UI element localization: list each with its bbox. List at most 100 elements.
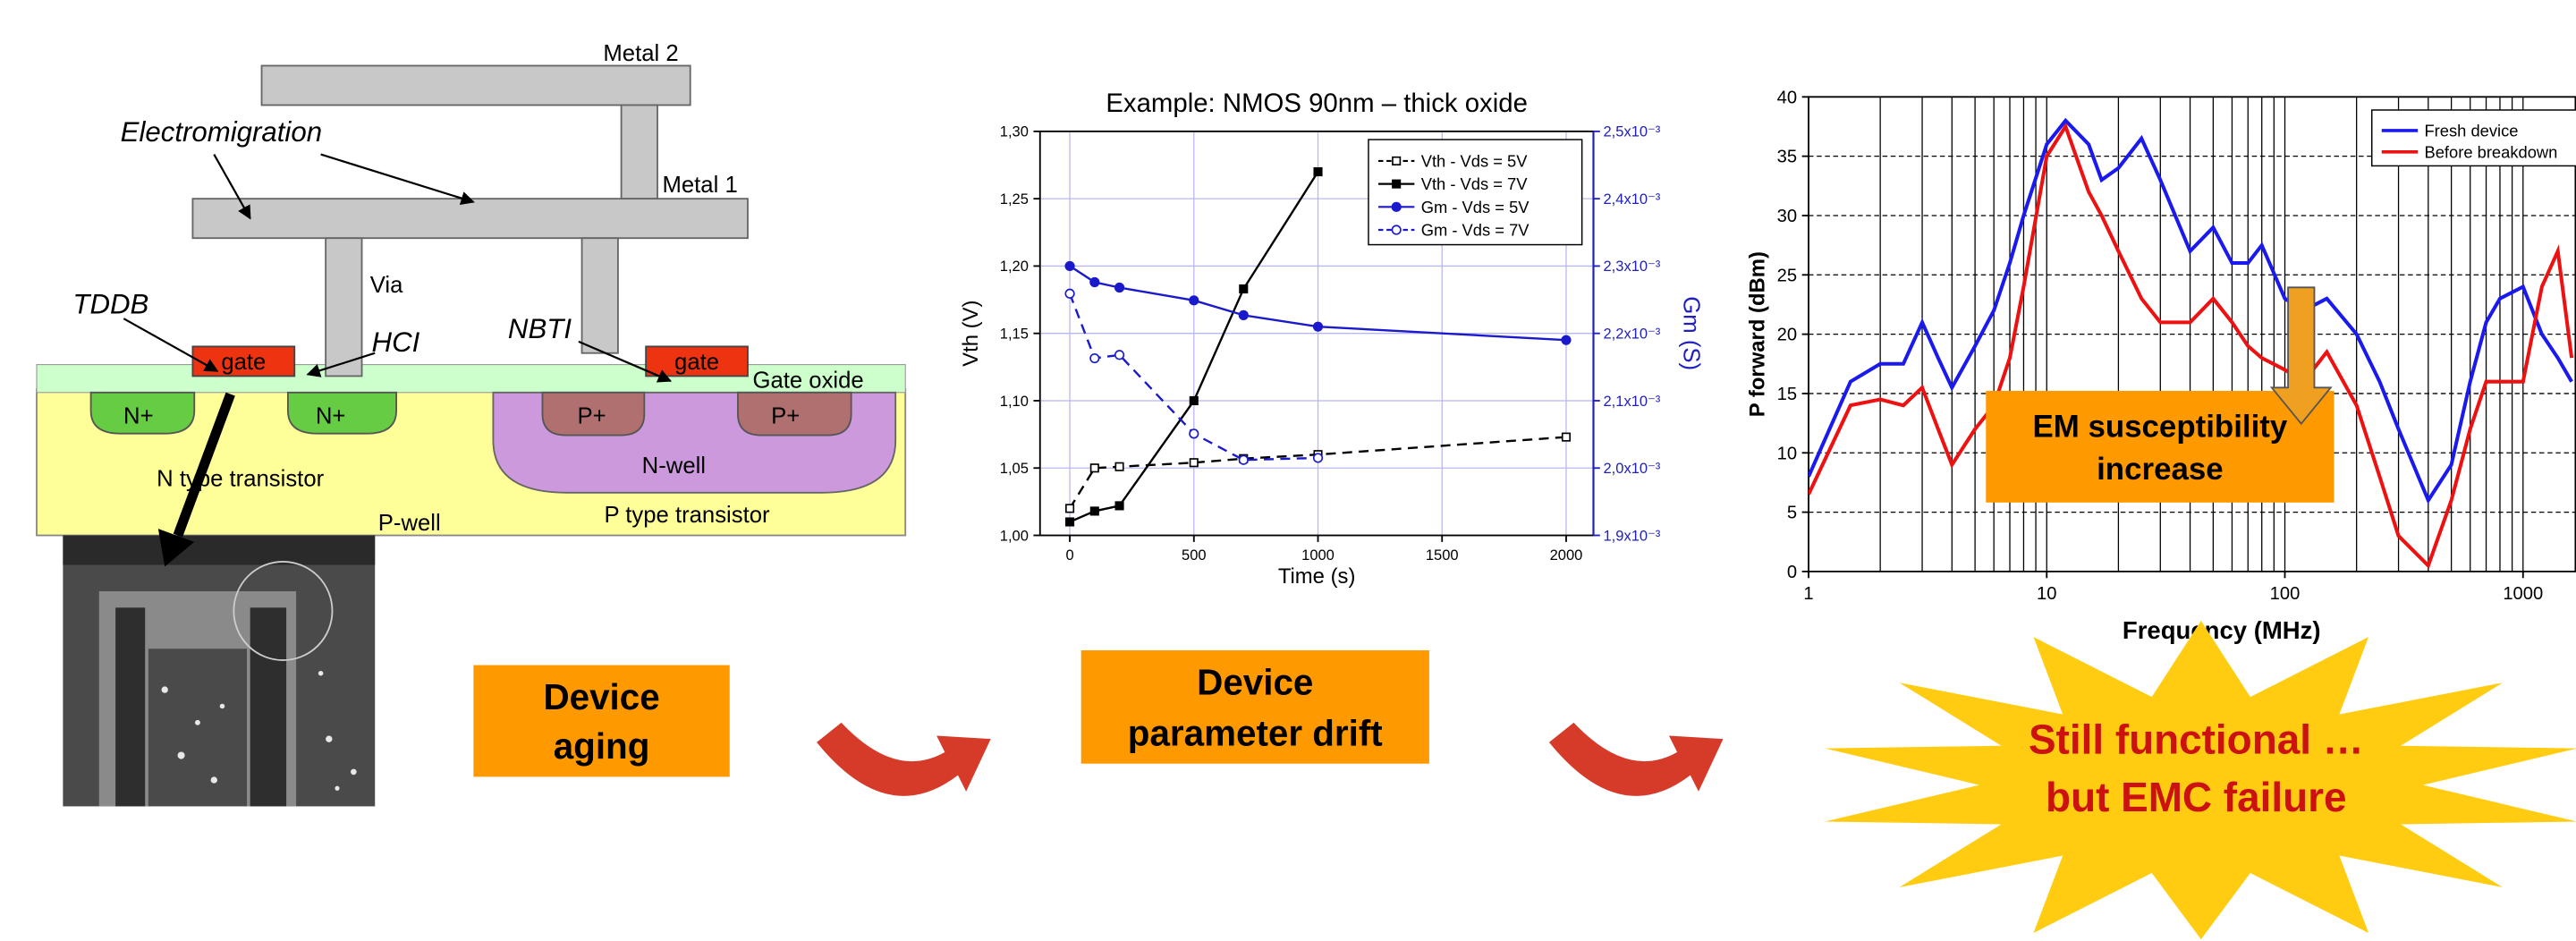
marker: [1114, 350, 1125, 360]
y2-axis-label: Gm (S): [1678, 296, 1703, 370]
marker: [1313, 166, 1323, 177]
legend-label: Gm - Vds = 7V: [1421, 220, 1530, 239]
p-plus-region: [737, 391, 852, 437]
conclusion-burst: Still functional … but EMC failure: [1825, 620, 2576, 940]
chart-title: Example: NMOS 90nm – thick oxide: [1106, 89, 1528, 118]
marker: [1089, 506, 1099, 516]
via-left: [325, 237, 363, 377]
metal1-bar: [191, 198, 749, 240]
chart-emc: 1 10 100 1000 0 5 10 15 20 25 30 35 40 Frequency (MHz…: [1745, 88, 2576, 644]
gate-oxide-layer: [36, 364, 906, 394]
x-tick-label: 500: [1182, 547, 1207, 564]
marker: [1312, 321, 1324, 332]
marker: [1065, 504, 1075, 513]
y2-tick-label: 2,5x10⁻³: [1604, 123, 1661, 140]
y-tick-label: 1,25: [1000, 191, 1029, 208]
callout: EM susceptibility increase: [1986, 286, 2334, 503]
marker: [1189, 458, 1199, 468]
x-tick-label: 1: [1803, 584, 1813, 604]
series-line: [1068, 292, 1318, 462]
y-tick-label: 1,00: [1000, 527, 1029, 544]
marker: [1312, 453, 1324, 463]
y-tick-label: 5: [1787, 504, 1797, 523]
marker: [1114, 462, 1124, 471]
marker: [1189, 295, 1199, 306]
device-cross-section: Metal 2 Metal 1 Via Electromigration TDD…: [36, 41, 907, 807]
image-pointer-head: [157, 529, 195, 567]
label: P-well: [378, 511, 441, 536]
y-tick-label: 1,15: [1000, 325, 1029, 342]
step-text: Device: [1197, 662, 1313, 703]
legend-label: Fresh device: [2424, 121, 2518, 140]
legend-box: [1368, 139, 1583, 246]
series-line: [1808, 117, 2573, 504]
y2-tick-label: 2,0x10⁻³: [1604, 460, 1661, 477]
y2-tick-label: 2,3x10⁻³: [1604, 258, 1661, 275]
y-tick-label: 30: [1777, 207, 1797, 226]
marker: [1238, 309, 1249, 320]
marker: [1089, 463, 1099, 473]
sem-image: [63, 535, 376, 807]
y-tick-label: 35: [1777, 148, 1797, 167]
y-tick-label: 20: [1777, 326, 1797, 345]
marker: [1189, 395, 1199, 406]
y-tick-label: 1,10: [1000, 393, 1029, 410]
label: TDDB: [72, 289, 148, 320]
step-box: Device parameter drift: [1080, 650, 1429, 764]
chart-vth-gm: 0 500 1000 1500 2000 1,00 1,05 1,10 1,15 1,20 1,25…: [959, 89, 1703, 589]
label: Metal 2: [603, 41, 678, 66]
x-axis-label: Time (s): [1278, 564, 1356, 589]
y-tick-label: 15: [1777, 385, 1797, 404]
x-tick-label: 2000: [1550, 547, 1583, 564]
marker: [1391, 225, 1402, 235]
y-tick-label: 25: [1777, 266, 1797, 285]
label: Gate oxide: [752, 368, 863, 393]
marker: [1561, 432, 1572, 442]
label: N+: [123, 404, 154, 429]
down-arrow: [2269, 286, 2333, 426]
callout-text: EM susceptibility: [2032, 409, 2287, 444]
via-upper: [620, 104, 658, 200]
label: gate: [221, 350, 266, 375]
label: N+: [316, 404, 346, 429]
marker: [1065, 517, 1075, 527]
marker: [1114, 282, 1125, 293]
marker: [1189, 428, 1199, 439]
step-text: parameter drift: [1128, 713, 1383, 754]
legend-label: Vth - Vds = 5V: [1421, 151, 1529, 170]
marker: [1392, 156, 1402, 165]
conclusion-text: Still functional …: [2029, 716, 2364, 763]
step-text: aging: [554, 725, 650, 767]
y-axis-label: Vth (V): [959, 301, 983, 367]
n-plus-region: [89, 391, 196, 435]
x-axis-label: Frequency (MHz): [2123, 616, 2321, 644]
marker: [1114, 501, 1124, 511]
marker: [1089, 276, 1100, 288]
label: Via: [370, 273, 403, 298]
marker: [1391, 201, 1402, 212]
y-tick-label: 1,20: [1000, 258, 1029, 275]
legend-label: Gm - Vds = 5V: [1421, 198, 1530, 216]
x-tick-label: 1000: [1301, 547, 1335, 564]
n-plus-region: [286, 391, 397, 435]
y-tick-label: 1,30: [1000, 123, 1029, 140]
y-tick-label: 1,05: [1000, 460, 1029, 477]
x-tick-label: 10: [2037, 584, 2056, 604]
metal2-bar: [260, 64, 691, 106]
label: P+: [771, 404, 800, 429]
label: NBTI: [508, 313, 572, 344]
via-right: [580, 237, 619, 354]
y-tick-label: 0: [1787, 563, 1797, 582]
label: P+: [577, 404, 606, 429]
marker: [1238, 454, 1249, 465]
burst: [1825, 620, 2576, 940]
step-text: Device: [543, 676, 659, 717]
legend-box: [2370, 109, 2576, 167]
y-tick-label: 40: [1777, 88, 1797, 107]
marker: [1392, 179, 1402, 189]
marker: [1064, 260, 1075, 272]
legend-label: Before breakdown: [2424, 142, 2557, 161]
conclusion-text: but EMC failure: [2046, 774, 2346, 820]
label: P type transistor: [604, 503, 770, 528]
